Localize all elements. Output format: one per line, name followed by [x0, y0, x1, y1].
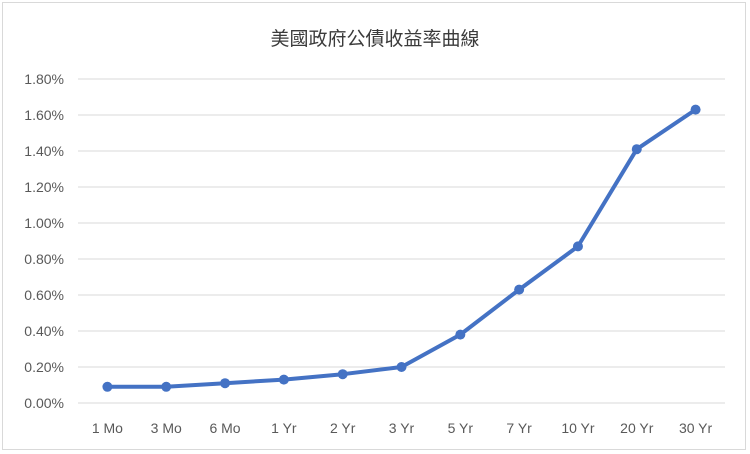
- y-tick-label: 1.00%: [24, 215, 64, 231]
- data-point: [220, 378, 231, 389]
- x-tick-label: 7 Yr: [506, 420, 532, 436]
- x-tick-label: 3 Yr: [389, 420, 415, 436]
- x-tick-label: 2 Yr: [330, 420, 356, 436]
- y-tick-label: 1.40%: [24, 143, 64, 159]
- y-tick-label: 0.40%: [24, 323, 64, 339]
- x-tick-label: 10 Yr: [561, 420, 595, 436]
- y-axis-labels: 0.00% 0.20% 0.40% 0.60% 0.80% 1.00% 1.20% 1.40%…: [24, 71, 64, 411]
- x-tick-label: 1 Mo: [92, 420, 123, 436]
- data-point: [631, 144, 642, 155]
- x-tick-label: 1 Yr: [271, 420, 297, 436]
- x-tick-label: 20 Yr: [620, 420, 654, 436]
- gridlines: [78, 78, 725, 404]
- y-tick-label: 0.20%: [24, 359, 64, 375]
- x-tick-label: 5 Yr: [448, 420, 474, 436]
- x-tick-label: 3 Mo: [151, 420, 182, 436]
- y-tick-label: 0.00%: [24, 395, 64, 411]
- data-point: [337, 369, 348, 380]
- chart-frame: [2, 2, 746, 450]
- data-point: [690, 104, 701, 115]
- x-tick-label: 30 Yr: [679, 420, 713, 436]
- data-point: [455, 329, 466, 340]
- x-axis-labels: 1 Mo 3 Mo 6 Mo 1 Yr 2 Yr 3 Yr 5 Yr 7 Yr 10 Yr 20 …: [92, 420, 713, 436]
- data-point: [514, 284, 525, 295]
- x-tick-label: 6 Mo: [209, 420, 240, 436]
- y-tick-label: 1.60%: [24, 107, 64, 123]
- data-point: [572, 241, 583, 252]
- y-tick-label: 0.80%: [24, 251, 64, 267]
- data-point: [278, 374, 289, 385]
- data-point: [396, 362, 407, 372]
- y-tick-label: 0.60%: [24, 287, 64, 303]
- data-point: [161, 381, 172, 392]
- data-point: [102, 381, 113, 392]
- y-tick-label: 1.20%: [24, 179, 64, 195]
- chart-title: 美國政府公債收益率曲線: [270, 28, 480, 50]
- y-tick-label: 1.80%: [24, 71, 64, 87]
- series-line-group: [102, 104, 701, 392]
